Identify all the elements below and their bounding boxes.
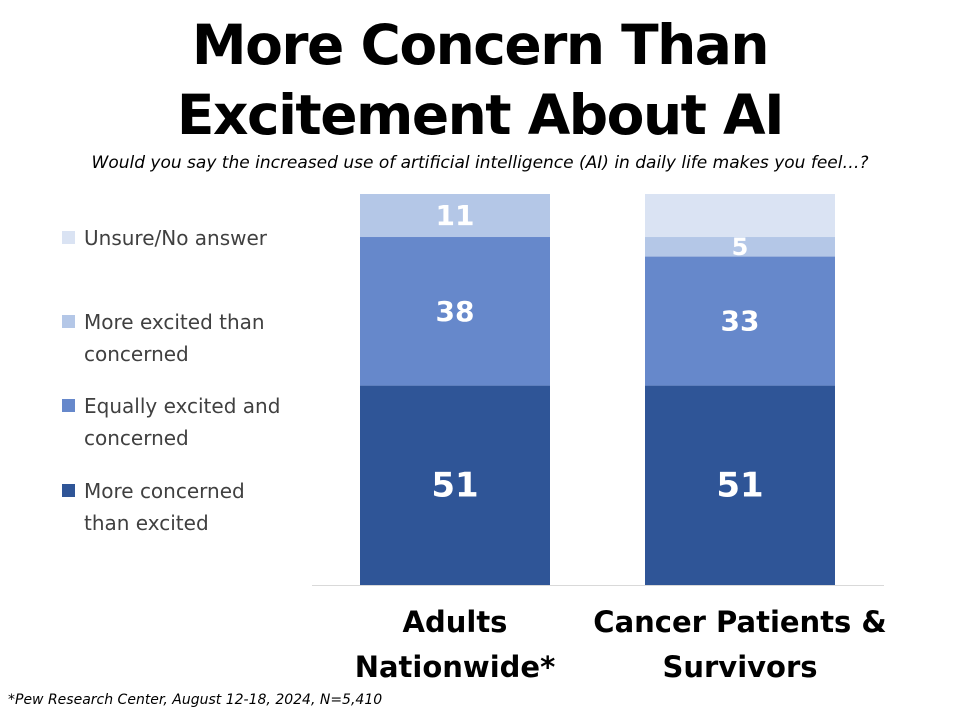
- category-label-1-line-0: Cancer Patients &: [593, 605, 887, 639]
- category-label-1: Cancer Patients & Survivors: [590, 600, 890, 690]
- legend-label-1-line-0: More excited than: [84, 310, 265, 334]
- data-label-0-0: 51: [431, 465, 478, 505]
- bar-segment-0-2: [360, 194, 550, 238]
- data-label-0-1: 38: [436, 295, 475, 328]
- legend-label-1-line-1: concerned: [84, 342, 189, 366]
- legend-label-3: More concerned than excited: [84, 475, 324, 539]
- data-label-1-2: 5: [732, 233, 749, 261]
- legend-label-0: Unsure/No answer: [84, 222, 324, 254]
- bar-segment-1-3: [645, 194, 835, 238]
- legend-label-1: More excited than concerned: [84, 306, 324, 370]
- data-label-1-1: 33: [721, 305, 760, 338]
- data-label-1-0: 51: [716, 465, 763, 505]
- legend-swatch-1: [62, 315, 75, 328]
- legend-label-2-line-0: Equally excited and: [84, 394, 281, 418]
- legend-swatch-0: [62, 231, 75, 244]
- category-label-0-line-0: Adults: [402, 605, 508, 639]
- bar-segment-0-1: [360, 237, 550, 386]
- category-label-1-line-1: Survivors: [662, 650, 818, 684]
- legend-label-2-line-1: concerned: [84, 426, 189, 450]
- chart-subtitle: Would you say the increased use of artif…: [91, 153, 869, 173]
- category-label-0: Adults Nationwide*: [305, 600, 605, 690]
- source-footnote: *Pew Research Center, August 12-18, 2024…: [8, 692, 383, 708]
- category-label-0-line-1: Nationwide*: [354, 650, 556, 684]
- legend-label-3-line-0: More concerned: [84, 479, 245, 503]
- bar-segment-1-1: [645, 256, 835, 386]
- bar-segment-1-0: [645, 385, 835, 585]
- legend-swatch-2: [62, 399, 75, 412]
- chart-title-line-2: Excitement About AI: [176, 83, 785, 147]
- legend-label-0-line-0: Unsure/No answer: [84, 226, 268, 250]
- chart-title-line-1: More Concern Than: [191, 13, 770, 77]
- bar-segment-0-0: [360, 385, 550, 585]
- data-label-0-2: 11: [436, 199, 475, 232]
- legend-label-2: Equally excited and concerned: [84, 390, 324, 454]
- legend-label-3-line-1: than excited: [84, 511, 209, 535]
- bar-segment-1-2: [645, 237, 835, 257]
- legend-swatch-3: [62, 484, 75, 497]
